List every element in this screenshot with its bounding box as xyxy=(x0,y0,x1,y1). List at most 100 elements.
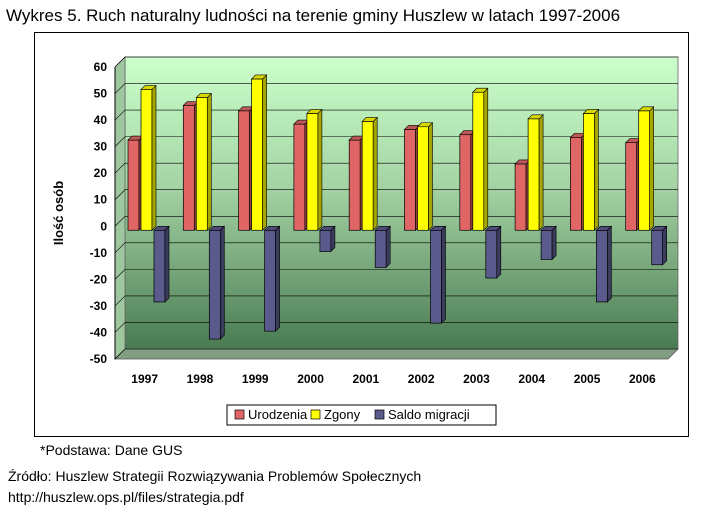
bar-front xyxy=(264,229,276,332)
bar[interactable] xyxy=(374,225,391,269)
bar-top xyxy=(595,225,613,231)
bar-top xyxy=(582,109,600,114)
bar-side xyxy=(483,87,489,231)
bar-top xyxy=(250,74,268,80)
bar[interactable] xyxy=(361,116,378,231)
bar[interactable] xyxy=(208,225,226,340)
y-tick-label: -20 xyxy=(90,272,108,286)
gridline xyxy=(114,56,678,68)
y-tick-label: 0 xyxy=(100,219,107,233)
legend-box xyxy=(226,404,497,426)
bar[interactable] xyxy=(263,225,281,332)
bar-top xyxy=(208,225,226,231)
x-tick-label: 2002 xyxy=(408,372,435,386)
chart-frame: 60 50 40 30 20 10 0 -10 -20 -30 -40 -50 Ilość osób 19… xyxy=(34,32,689,437)
source-link[interactable]: http://huszlew.ops.pl/files/strategia.pd… xyxy=(8,489,244,505)
bar[interactable] xyxy=(195,92,213,231)
bar-side xyxy=(607,225,612,303)
gridline xyxy=(114,83,678,94)
y-tick-label: 20 xyxy=(94,166,108,180)
bar[interactable] xyxy=(527,114,544,231)
y-axis-label: Ilość osób xyxy=(51,181,66,245)
x-tick-label: 1998 xyxy=(187,372,214,386)
bar-side xyxy=(662,225,668,266)
bar[interactable] xyxy=(540,225,557,261)
y-tick-label: -50 xyxy=(90,352,108,366)
bar-front xyxy=(361,121,374,231)
footnote: *Podstawa: Dane GUS xyxy=(40,442,183,458)
bar[interactable] xyxy=(140,84,157,231)
bar-top xyxy=(153,225,170,231)
plot-floor xyxy=(114,348,679,360)
bar-front xyxy=(195,97,208,231)
y-tick-label: 60 xyxy=(94,60,108,74)
bar-front xyxy=(596,229,608,303)
bar-side xyxy=(151,84,157,231)
gridline xyxy=(114,348,678,360)
gridline xyxy=(114,295,678,307)
bar-front xyxy=(208,229,221,340)
y-tick-label: 50 xyxy=(94,87,108,101)
gridline xyxy=(114,189,678,200)
bar-front xyxy=(625,142,638,231)
legend-label: Saldo migracji xyxy=(388,407,470,422)
bar-front xyxy=(527,118,540,231)
gridline xyxy=(114,215,678,227)
bar-side xyxy=(594,108,599,231)
gridline xyxy=(114,322,678,333)
source-text: Źródło: Huszlew Strategii Rozwiązywania … xyxy=(8,466,421,508)
bar[interactable] xyxy=(153,225,170,303)
legend-label: Zgony xyxy=(324,407,361,422)
bar-top xyxy=(527,114,544,120)
bar[interactable] xyxy=(485,225,502,279)
bar-side xyxy=(372,116,378,231)
bar-top xyxy=(195,93,213,98)
bar-top xyxy=(319,225,336,231)
bar-side xyxy=(220,225,225,340)
gridline xyxy=(114,136,678,147)
bar-side xyxy=(262,74,267,231)
y-tick-label: -30 xyxy=(90,299,108,313)
bar-front xyxy=(374,229,387,268)
bar-front xyxy=(430,229,442,324)
bar[interactable] xyxy=(595,225,613,303)
bar-front xyxy=(153,229,166,303)
bar[interactable] xyxy=(250,74,268,231)
bar[interactable] xyxy=(472,87,489,231)
bar-front xyxy=(182,105,195,231)
y-tick-label: -40 xyxy=(90,325,108,339)
bar-side xyxy=(317,108,323,231)
bar-front xyxy=(417,126,429,231)
x-tick-label: 2005 xyxy=(574,372,601,386)
bar[interactable] xyxy=(429,225,447,324)
bar-front xyxy=(319,229,332,252)
bar-top xyxy=(650,225,668,231)
bar-top xyxy=(472,87,489,93)
bar-front xyxy=(293,123,306,231)
chart-title: Wykres 5. Ruch naturalny ludności na ter… xyxy=(6,6,621,25)
bar-front xyxy=(459,134,472,231)
bar-side xyxy=(385,225,391,269)
y-tick-label: 10 xyxy=(94,193,108,207)
bar-front xyxy=(514,163,527,231)
bar-side xyxy=(428,122,433,231)
bar-front xyxy=(570,137,582,231)
bar[interactable] xyxy=(416,122,434,231)
x-tick-label: 2003 xyxy=(463,372,490,386)
bar[interactable] xyxy=(650,225,668,266)
bar-front xyxy=(485,229,498,279)
bar-top xyxy=(416,122,434,128)
bar-side xyxy=(207,92,212,231)
plot-side-wall xyxy=(114,56,126,360)
source-line: Źródło: Huszlew Strategii Rozwiązywania … xyxy=(8,468,422,484)
bar[interactable] xyxy=(582,108,600,231)
y-tick-label: -10 xyxy=(90,246,108,260)
bar-side xyxy=(164,225,170,303)
bar-top xyxy=(306,109,323,114)
x-tick-label: 2001 xyxy=(352,372,379,386)
legend-swatch xyxy=(234,409,245,420)
bar[interactable] xyxy=(319,225,336,253)
bar[interactable] xyxy=(637,106,655,231)
bar[interactable] xyxy=(306,108,323,231)
bar-top xyxy=(361,117,378,122)
